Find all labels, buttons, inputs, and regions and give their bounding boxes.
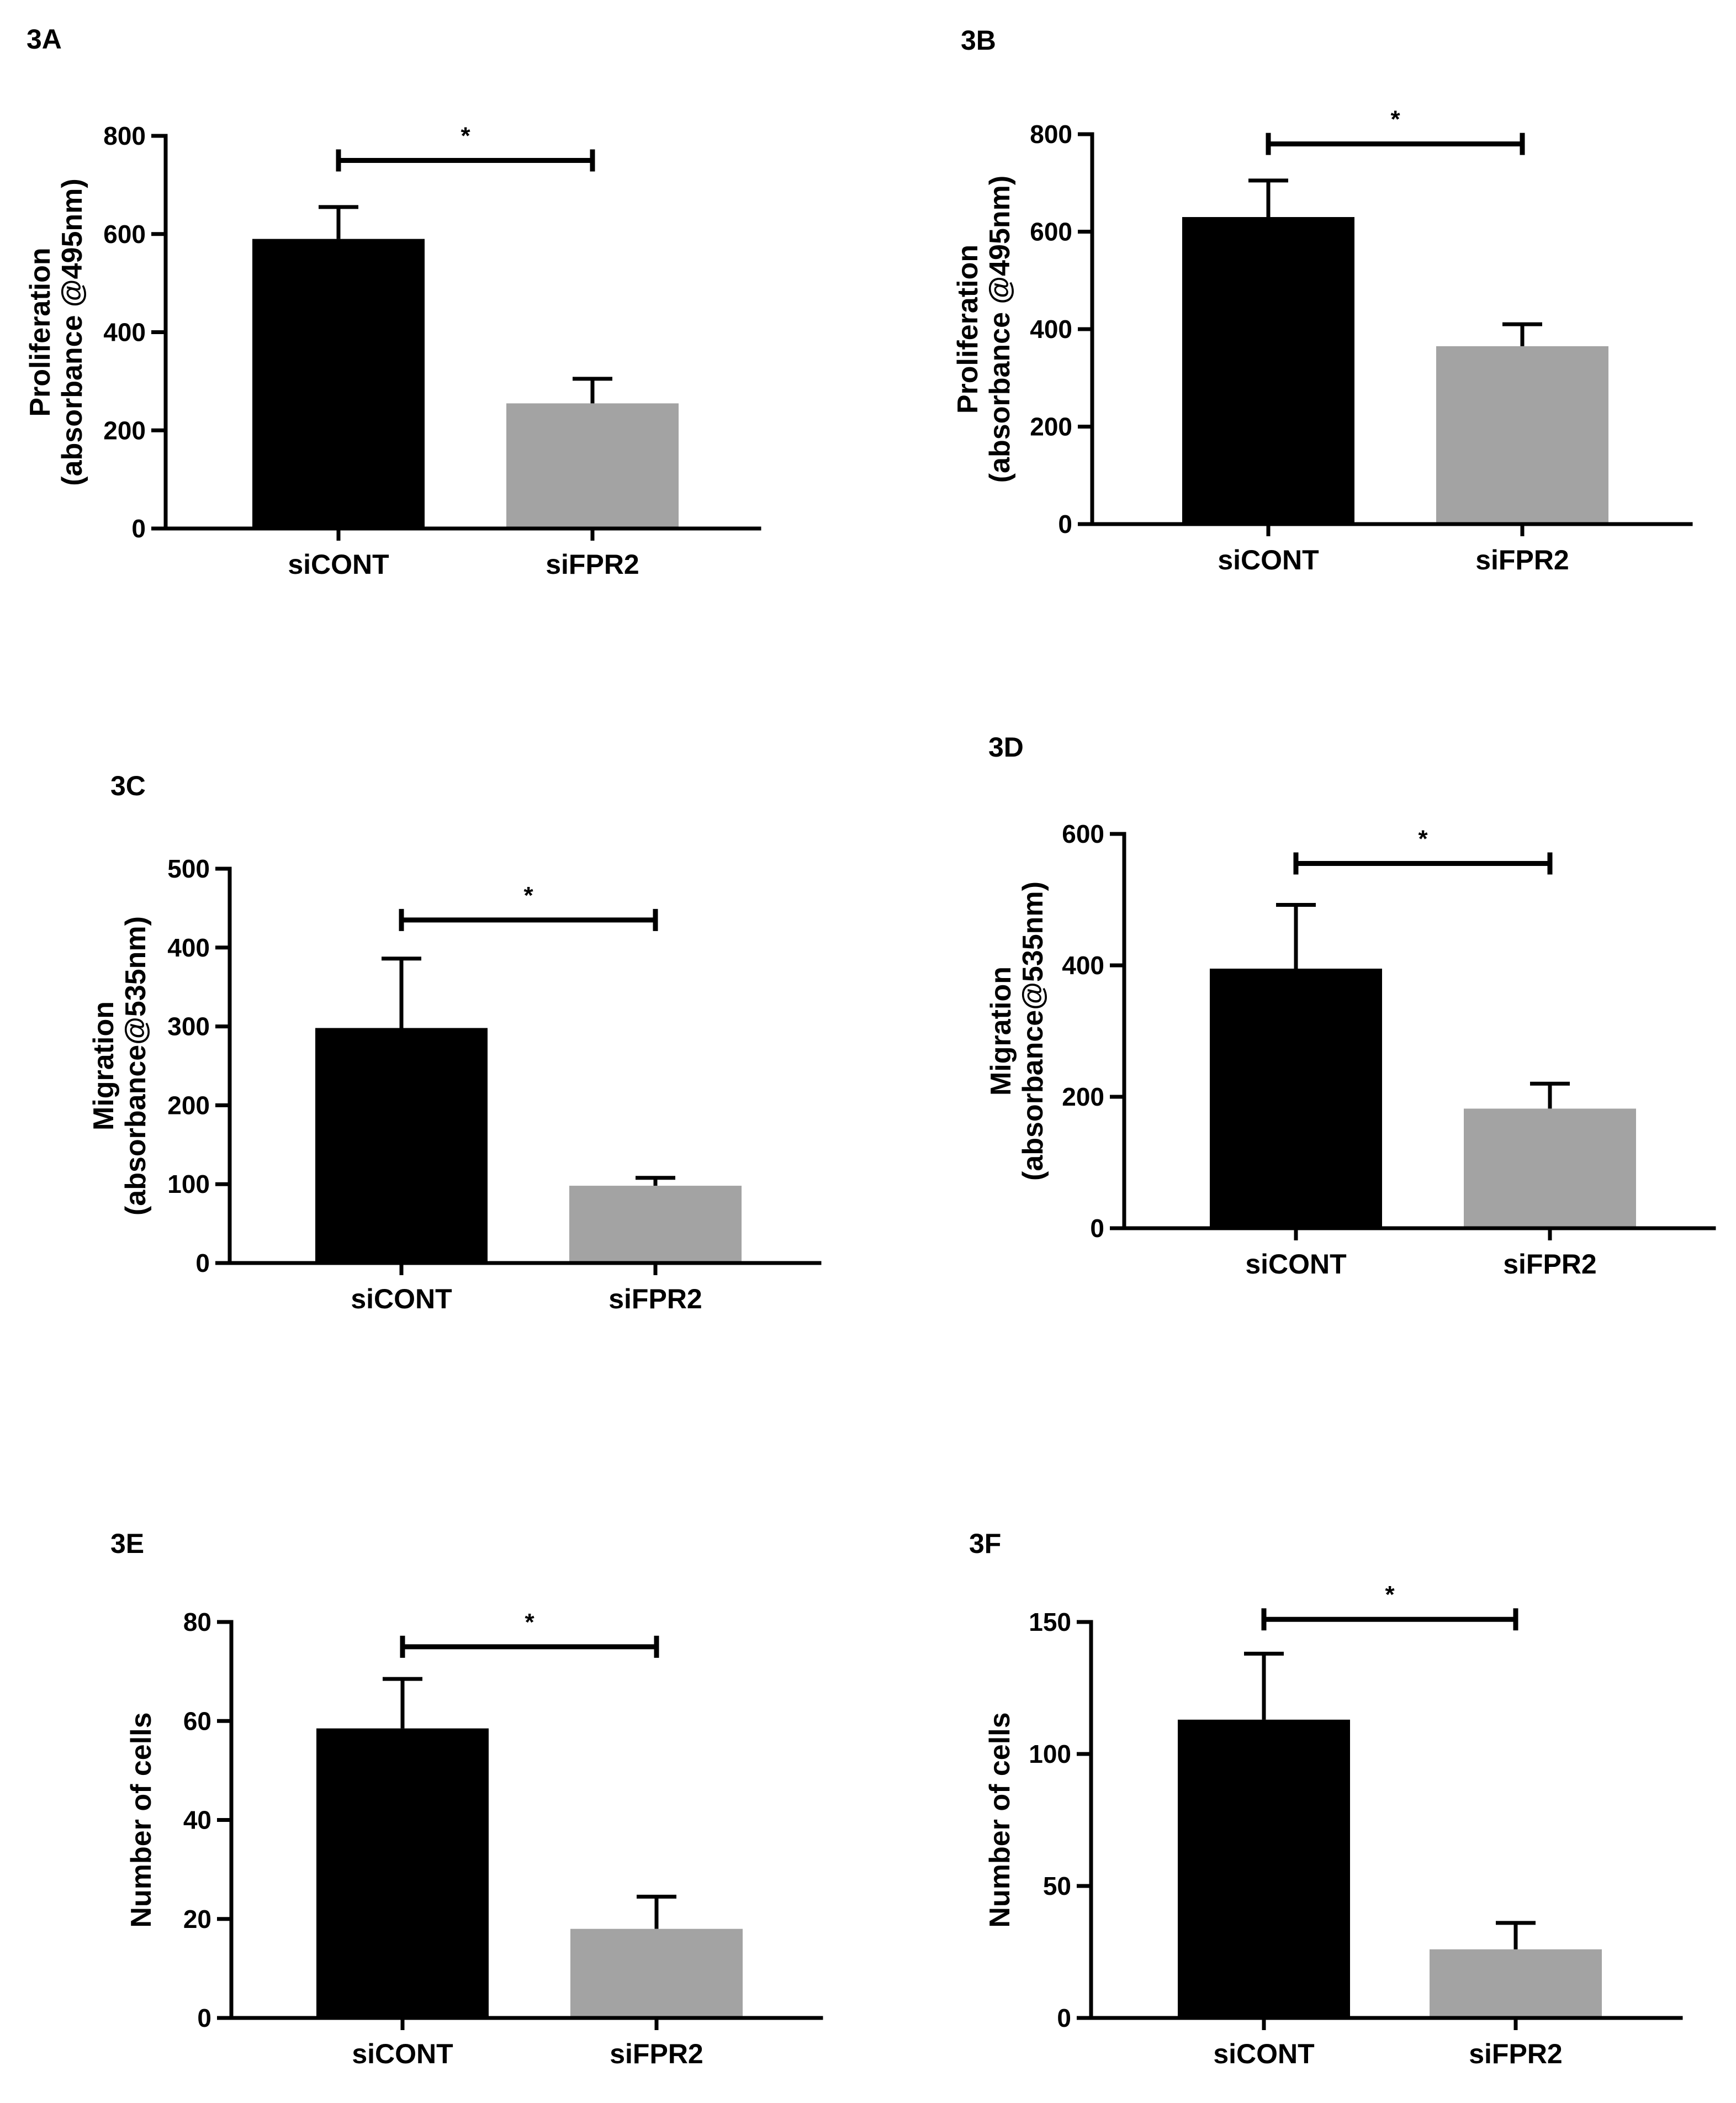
y-tick-label: 200 (1062, 1082, 1104, 1111)
y-axis-label-line: Number of cells (984, 1712, 1016, 1927)
y-tick-label: 80 (183, 1608, 211, 1636)
y-tick-label: 800 (103, 121, 146, 150)
x-category-label: siFPR2 (608, 1283, 702, 1314)
y-tick-label: 20 (183, 1905, 211, 1933)
bar-sicont (1210, 968, 1382, 1228)
x-category-label: siFPR2 (1475, 545, 1569, 575)
y-axis-label-line: Number of cells (125, 1712, 157, 1927)
panel-3a: 3A 0 200 400 600 800 siCONT siFPR2 Proliferation… (24, 24, 761, 580)
panel-3f: 3F 0 50 100 150 siCONT siFPR2 Number of cells * (969, 1528, 1683, 2069)
x-category-label: siFPR2 (546, 549, 639, 580)
y-axis-label: Migration(absorbance@535nm) (985, 881, 1049, 1181)
y-axis-label: Migration(absorbance@535nm) (88, 916, 152, 1216)
bar-sifpr2 (506, 403, 679, 529)
x-category-label: siFPR2 (1469, 2038, 1563, 2069)
y-tick-label: 60 (183, 1706, 211, 1735)
y-axis-label: Proliferation(absorbance @495nm) (24, 178, 88, 485)
y-tick-label: 400 (1062, 951, 1104, 980)
x-category-label: siFPR2 (610, 2038, 703, 2069)
x-category-label: siCONT (352, 2038, 453, 2069)
panel-3b: 3B 0 200 400 600 800 siCONT siFPR2 Proliferation… (952, 25, 1693, 575)
y-tick-label: 0 (195, 1249, 210, 1277)
bar-sifpr2 (1436, 346, 1608, 524)
y-tick-label: 150 (1029, 1608, 1071, 1636)
bar-sicont (1178, 1719, 1350, 2018)
significance-star: * (525, 1609, 534, 1636)
panel-3c: 3C 0 100 200 300 400 500 siCONT siFPR2 Migration(… (88, 770, 822, 1314)
panel-label: 3F (969, 1528, 1001, 1559)
significance-star: * (1385, 1581, 1395, 1608)
y-tick-label: 200 (167, 1091, 210, 1119)
y-tick-label: 400 (103, 318, 146, 347)
panel-label: 3E (110, 1528, 144, 1559)
y-axis-label: Number of cells (984, 1712, 1016, 1927)
y-tick-label: 500 (167, 854, 210, 883)
x-category-label: siCONT (351, 1283, 452, 1314)
y-axis-label-line: Proliferation (24, 247, 56, 416)
y-axis-label-line: (absorbance @495nm) (984, 176, 1016, 483)
y-tick-label: 600 (1030, 218, 1072, 246)
bar-sifpr2 (569, 1186, 742, 1263)
y-tick-label: 40 (183, 1806, 211, 1835)
y-tick-label: 800 (1030, 120, 1072, 149)
significance-star: * (523, 882, 533, 909)
y-tick-label: 200 (103, 416, 146, 445)
y-axis-label: Number of cells (125, 1712, 157, 1927)
y-tick-label: 400 (167, 933, 210, 962)
y-tick-label: 600 (1062, 820, 1104, 848)
x-category-label: siCONT (288, 549, 389, 580)
y-tick-label: 100 (1029, 1740, 1071, 1768)
bar-sifpr2 (570, 1928, 743, 2018)
y-tick-label: 0 (1057, 2004, 1071, 2032)
bar-sifpr2 (1464, 1108, 1636, 1228)
y-tick-label: 400 (1030, 315, 1072, 344)
bar-sicont (252, 239, 425, 529)
y-tick-label: 0 (197, 2004, 211, 2032)
y-tick-label: 300 (167, 1012, 210, 1041)
y-axis-label-line: Migration (88, 1001, 120, 1130)
panel-3d: 3D 0 200 400 600 siCONT siFPR2 Migration(absorb… (985, 732, 1716, 1280)
y-axis-label-line: (absorbance@535nm) (1017, 881, 1049, 1181)
bar-sicont (315, 1028, 488, 1263)
x-category-label: siCONT (1218, 545, 1319, 575)
bar-sicont (1182, 217, 1354, 524)
y-tick-label: 50 (1043, 1872, 1071, 1900)
y-tick-label: 0 (1058, 510, 1072, 538)
y-tick-label: 200 (1030, 413, 1072, 441)
x-category-label: siFPR2 (1503, 1249, 1597, 1280)
significance-star: * (1418, 826, 1428, 853)
y-axis-label-line: Migration (985, 966, 1017, 1096)
y-tick-label: 0 (131, 514, 146, 543)
bar-sicont (316, 1728, 489, 2018)
y-axis-label-line: (absorbance @495nm) (56, 178, 88, 485)
x-category-label: siCONT (1213, 2038, 1314, 2069)
panel-label: 3B (961, 25, 996, 56)
panel-label: 3A (27, 24, 62, 55)
significance-star: * (1390, 106, 1400, 133)
significance-star: * (461, 122, 470, 149)
panel-label: 3D (988, 732, 1024, 763)
y-tick-label: 600 (103, 220, 146, 249)
panel-3e: 3E 0 20 40 60 80 siCONT siFPR2 Number of cells * (110, 1528, 823, 2069)
y-tick-label: 0 (1090, 1214, 1104, 1243)
y-tick-label: 100 (167, 1170, 210, 1198)
panel-label: 3C (110, 770, 146, 801)
y-axis-label-line: Proliferation (952, 245, 984, 414)
y-axis-label-line: (absorbance@535nm) (120, 916, 152, 1216)
x-category-label: siCONT (1245, 1249, 1346, 1280)
bar-sifpr2 (1430, 1949, 1602, 2018)
y-axis-label: Proliferation(absorbance @495nm) (952, 176, 1016, 483)
